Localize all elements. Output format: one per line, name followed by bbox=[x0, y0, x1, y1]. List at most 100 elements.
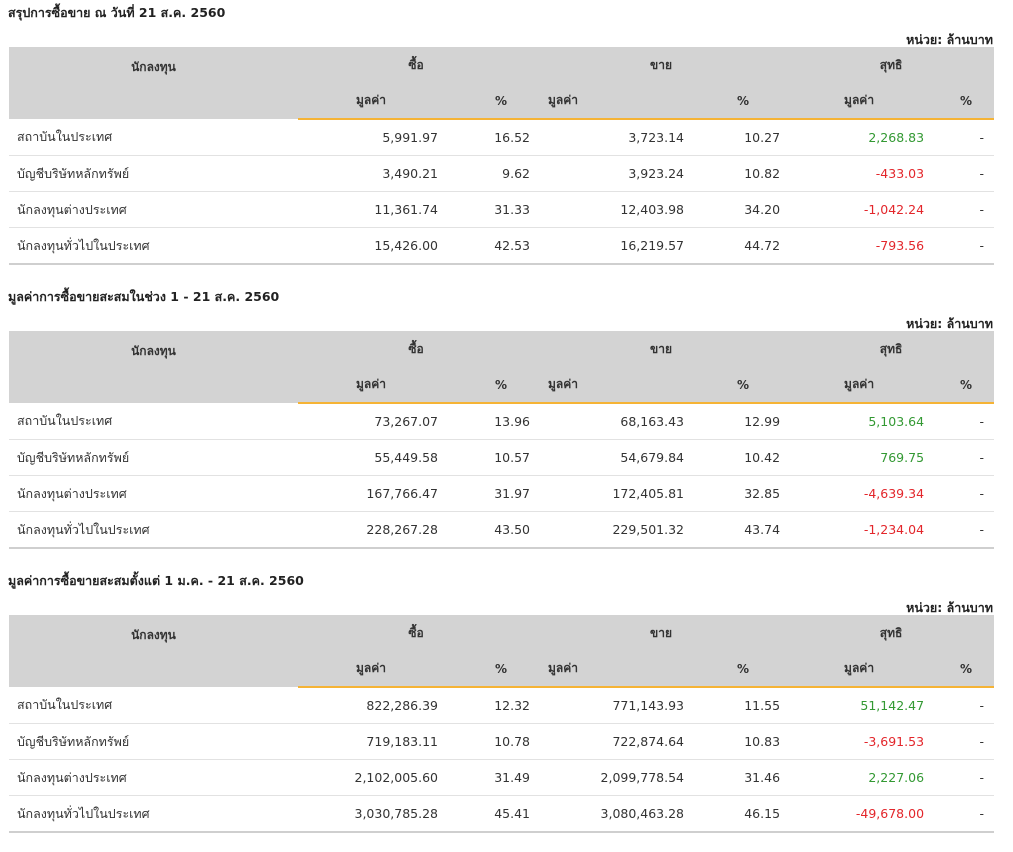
buy-percent: 45.41 bbox=[438, 795, 535, 833]
summary-section: มูลค่าการซื้อขายสะสมตั้งแต่ 1 ม.ค. - 21 … bbox=[0, 568, 1013, 852]
trading-table: นักลงทุน ซื้อ ขาย สุทธิ มูลค่า% มูลค่า% มูลค่า… bbox=[9, 331, 995, 549]
net-value: 51,142.47 bbox=[788, 687, 929, 724]
header-buy: ซื้อ bbox=[298, 47, 535, 83]
buy-value: 11,361.74 bbox=[298, 191, 438, 228]
header-sell: ขาย bbox=[534, 615, 789, 651]
sell-value: 722,874.64 bbox=[534, 723, 689, 760]
header-net-percent: % bbox=[928, 367, 995, 404]
sell-value: 172,405.81 bbox=[534, 475, 689, 512]
header-sell-value: มูลค่า bbox=[534, 651, 689, 688]
header-net: สุทธิ bbox=[788, 47, 995, 83]
buy-value: 15,426.00 bbox=[298, 227, 438, 265]
buy-percent: 10.78 bbox=[438, 723, 535, 760]
buy-value: 2,102,005.60 bbox=[298, 759, 438, 796]
net-percent: - bbox=[928, 795, 995, 833]
header-investor: นักลงทุน bbox=[9, 331, 298, 403]
header-buy-value: มูลค่า bbox=[298, 367, 438, 404]
net-percent: - bbox=[928, 403, 995, 440]
header-net: สุทธิ bbox=[788, 331, 995, 367]
header-buy-percent: % bbox=[438, 651, 535, 688]
table-row: นักลงทุนทั่วไปในประเทศ 15,426.00 42.53 16,2… bbox=[9, 227, 995, 265]
investor-name: สถาบันในประเทศ bbox=[9, 687, 298, 724]
unit-label: หน่วย: ล้านบาท bbox=[906, 316, 993, 331]
net-percent: - bbox=[928, 759, 995, 796]
net-percent: - bbox=[928, 687, 995, 724]
sell-value: 3,080,463.28 bbox=[534, 795, 689, 833]
sell-percent: 32.85 bbox=[688, 475, 789, 512]
buy-value: 3,490.21 bbox=[298, 155, 438, 192]
header-sell-percent: % bbox=[688, 651, 789, 688]
table-row: สถาบันในประเทศ 822,286.39 12.32 771,143.93 1… bbox=[9, 687, 995, 724]
header-sell-value: มูลค่า bbox=[534, 367, 689, 404]
net-percent: - bbox=[928, 723, 995, 760]
header-buy-value: มูลค่า bbox=[298, 651, 438, 688]
header-sell: ขาย bbox=[534, 47, 789, 83]
sell-percent: 10.27 bbox=[688, 119, 789, 156]
trading-table: นักลงทุน ซื้อ ขาย สุทธิ มูลค่า% มูลค่า% มูลค่า… bbox=[9, 47, 995, 265]
net-value: -49,678.00 bbox=[788, 795, 929, 833]
table-row: นักลงทุนต่างประเทศ 167,766.47 31.97 172,405… bbox=[9, 475, 995, 512]
header-net-value: มูลค่า bbox=[788, 651, 929, 688]
header-buy-value: มูลค่า bbox=[298, 83, 438, 120]
buy-percent: 31.49 bbox=[438, 759, 535, 796]
investor-name: นักลงทุนต่างประเทศ bbox=[9, 475, 298, 512]
header-net-value: มูลค่า bbox=[788, 367, 929, 404]
table-header: นักลงทุน ซื้อ ขาย สุทธิ มูลค่า% มูลค่า% มูลค่า… bbox=[9, 615, 995, 688]
sell-percent: 10.83 bbox=[688, 723, 789, 760]
header-buy-percent: % bbox=[438, 367, 535, 404]
unit-label: หน่วย: ล้านบาท bbox=[906, 600, 993, 615]
buy-percent: 10.57 bbox=[438, 439, 535, 476]
buy-percent: 13.96 bbox=[438, 403, 535, 440]
net-value: -3,691.53 bbox=[788, 723, 929, 760]
net-percent: - bbox=[928, 191, 995, 228]
header-sell: ขาย bbox=[534, 331, 789, 367]
table-header: นักลงทุน ซื้อ ขาย สุทธิ มูลค่า% มูลค่า% มูลค่า… bbox=[9, 47, 995, 120]
header-investor: นักลงทุน bbox=[9, 615, 298, 687]
investor-name: บัญชีบริษัทหลักทรัพย์ bbox=[9, 155, 298, 192]
header-net-percent: % bbox=[928, 83, 995, 120]
buy-value: 822,286.39 bbox=[298, 687, 438, 724]
header-net: สุทธิ bbox=[788, 615, 995, 651]
header-buy: ซื้อ bbox=[298, 615, 535, 651]
net-percent: - bbox=[928, 511, 995, 549]
sell-percent: 43.74 bbox=[688, 511, 789, 549]
buy-value: 167,766.47 bbox=[298, 475, 438, 512]
header-investor: นักลงทุน bbox=[9, 47, 298, 119]
table-row: บัญชีบริษัทหลักทรัพย์ 55,449.58 10.57 54,67… bbox=[9, 439, 995, 476]
net-percent: - bbox=[928, 119, 995, 156]
table-row: นักลงทุนทั่วไปในประเทศ 3,030,785.28 45.41 3… bbox=[9, 795, 995, 833]
sell-percent: 46.15 bbox=[688, 795, 789, 833]
sell-value: 12,403.98 bbox=[534, 191, 689, 228]
sell-percent: 44.72 bbox=[688, 227, 789, 265]
header-net-value: มูลค่า bbox=[788, 83, 929, 120]
investor-name: นักลงทุนต่างประเทศ bbox=[9, 759, 298, 796]
section-title: มูลค่าการซื้อขายสะสมในช่วง 1 - 21 ส.ค. 2… bbox=[8, 289, 280, 304]
sell-value: 3,923.24 bbox=[534, 155, 689, 192]
sell-value: 68,163.43 bbox=[534, 403, 689, 440]
section-title: มูลค่าการซื้อขายสะสมตั้งแต่ 1 ม.ค. - 21 … bbox=[8, 573, 304, 588]
table-row: บัญชีบริษัทหลักทรัพย์ 719,183.11 10.78 722,… bbox=[9, 723, 995, 760]
table-row: บัญชีบริษัทหลักทรัพย์ 3,490.21 9.62 3,923.2… bbox=[9, 155, 995, 192]
sell-percent: 34.20 bbox=[688, 191, 789, 228]
investor-name: บัญชีบริษัทหลักทรัพย์ bbox=[9, 723, 298, 760]
net-value: 2,268.83 bbox=[788, 119, 929, 156]
header-buy: ซื้อ bbox=[298, 331, 535, 367]
net-value: 5,103.64 bbox=[788, 403, 929, 440]
table-row: สถาบันในประเทศ 73,267.07 13.96 68,163.43 12.… bbox=[9, 403, 995, 440]
buy-value: 719,183.11 bbox=[298, 723, 438, 760]
table-header: นักลงทุน ซื้อ ขาย สุทธิ มูลค่า% มูลค่า% มูลค่า… bbox=[9, 331, 995, 404]
net-value: -433.03 bbox=[788, 155, 929, 192]
sell-percent: 10.42 bbox=[688, 439, 789, 476]
net-value: -4,639.34 bbox=[788, 475, 929, 512]
sell-percent: 11.55 bbox=[688, 687, 789, 724]
investor-name: สถาบันในประเทศ bbox=[9, 403, 298, 440]
trading-table: นักลงทุน ซื้อ ขาย สุทธิ มูลค่า% มูลค่า% มูลค่า… bbox=[9, 615, 995, 833]
summary-section: สรุปการซื้อขาย ณ วันที่ 21 ส.ค. 2560 หน่ว… bbox=[0, 0, 1013, 284]
unit-label: หน่วย: ล้านบาท bbox=[906, 32, 993, 47]
summary-section: มูลค่าการซื้อขายสะสมในช่วง 1 - 21 ส.ค. 2… bbox=[0, 284, 1013, 568]
sell-value: 16,219.57 bbox=[534, 227, 689, 265]
sell-percent: 10.82 bbox=[688, 155, 789, 192]
net-value: 769.75 bbox=[788, 439, 929, 476]
buy-percent: 31.97 bbox=[438, 475, 535, 512]
